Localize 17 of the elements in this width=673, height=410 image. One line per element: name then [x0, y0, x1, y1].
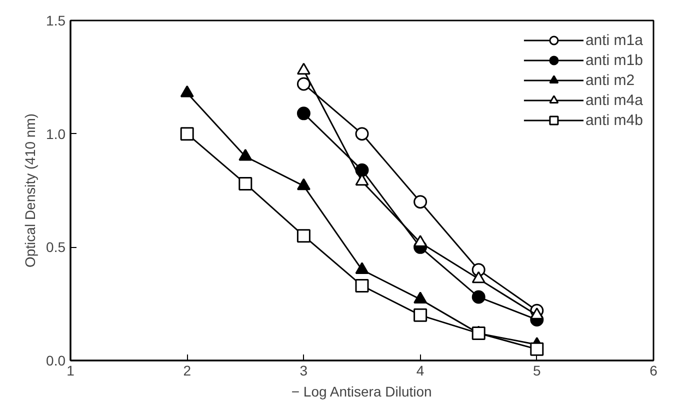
y-tick-label: 0.5 [46, 239, 66, 256]
y-tick-label: 0.0 [46, 352, 66, 368]
x-tick-label: 2 [183, 362, 192, 378]
y-axis-title: Optical Density (410 nm) [22, 113, 38, 268]
x-tick-label: 6 [650, 362, 658, 378]
x-tick-label: 1 [66, 362, 75, 378]
legend-label: anti m1a [585, 32, 643, 48]
y-tick-label: 1.0 [46, 126, 66, 142]
legend-label: anti m4b [585, 112, 643, 128]
y-tick-label: 1.5 [46, 12, 66, 28]
legend-label: anti m1b [585, 52, 643, 68]
x-axis-title: − Log Antisera Dilution [291, 384, 432, 400]
legend-label: anti m2 [585, 72, 635, 88]
legend-label: anti m4a [585, 92, 643, 108]
x-tick-label: 5 [533, 362, 542, 378]
x-tick-label: 3 [300, 362, 308, 378]
x-tick-label: 4 [416, 362, 424, 378]
